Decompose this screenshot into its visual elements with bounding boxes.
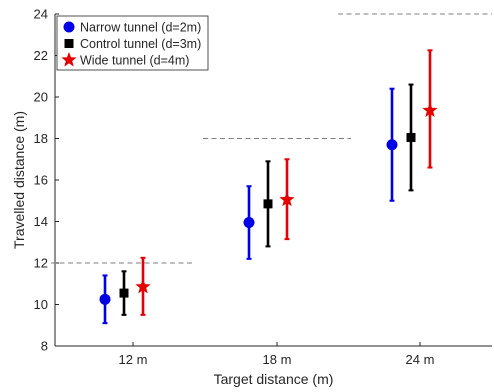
- legend-square-marker: [64, 39, 74, 48]
- y-tick-label: 12: [34, 256, 48, 271]
- y-axis-title: Travelled distance (m): [11, 111, 27, 249]
- x-axis-title: Target distance (m): [214, 371, 334, 387]
- star-mean-marker: [279, 191, 295, 207]
- circle-mean-marker: [386, 139, 398, 151]
- y-tick-label: 20: [34, 90, 48, 105]
- legend-box: [56, 15, 209, 71]
- y-tick-label: 22: [34, 48, 48, 63]
- legend-label: Control tunnel (d=3m): [80, 37, 201, 51]
- y-tick-label: 8: [41, 339, 48, 354]
- y-tick-label: 10: [34, 297, 48, 312]
- circle-mean-marker: [99, 293, 111, 305]
- circle-mean-marker: [243, 217, 255, 229]
- star-mean-marker: [422, 102, 438, 117]
- legend-circle-marker: [63, 21, 75, 33]
- y-tick-label: 14: [34, 214, 48, 229]
- y-tick-label: 16: [34, 173, 48, 188]
- legend-label: Narrow tunnel (d=2m): [80, 21, 201, 35]
- square-mean-marker: [263, 199, 273, 209]
- y-tick-label: 24: [34, 7, 48, 22]
- x-tick-label: 18 m: [263, 352, 292, 367]
- star-mean-marker: [135, 278, 151, 294]
- x-tick-label: 24 m: [406, 352, 435, 367]
- y-tick-label: 18: [34, 131, 48, 146]
- x-tick-label: 12 m: [119, 352, 148, 367]
- square-mean-marker: [119, 288, 129, 298]
- legend-label: Wide tunnel (d=4m): [80, 54, 189, 68]
- square-mean-marker: [406, 132, 416, 142]
- legend-star-marker: [61, 52, 77, 67]
